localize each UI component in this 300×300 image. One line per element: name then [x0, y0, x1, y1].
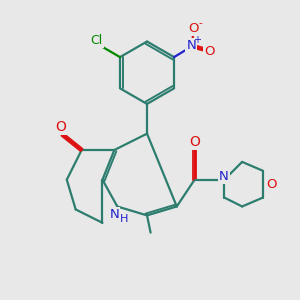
Text: -: - [198, 18, 202, 28]
Text: O: O [56, 120, 66, 134]
Text: N: N [110, 208, 119, 221]
Text: Cl: Cl [91, 34, 103, 47]
Text: +: + [193, 35, 201, 46]
Text: O: O [205, 45, 215, 58]
Text: O: O [188, 22, 199, 35]
Text: O: O [189, 135, 200, 149]
Text: N: N [219, 170, 229, 183]
Text: O: O [266, 178, 277, 191]
Text: H: H [120, 214, 128, 224]
Text: N: N [186, 39, 196, 52]
